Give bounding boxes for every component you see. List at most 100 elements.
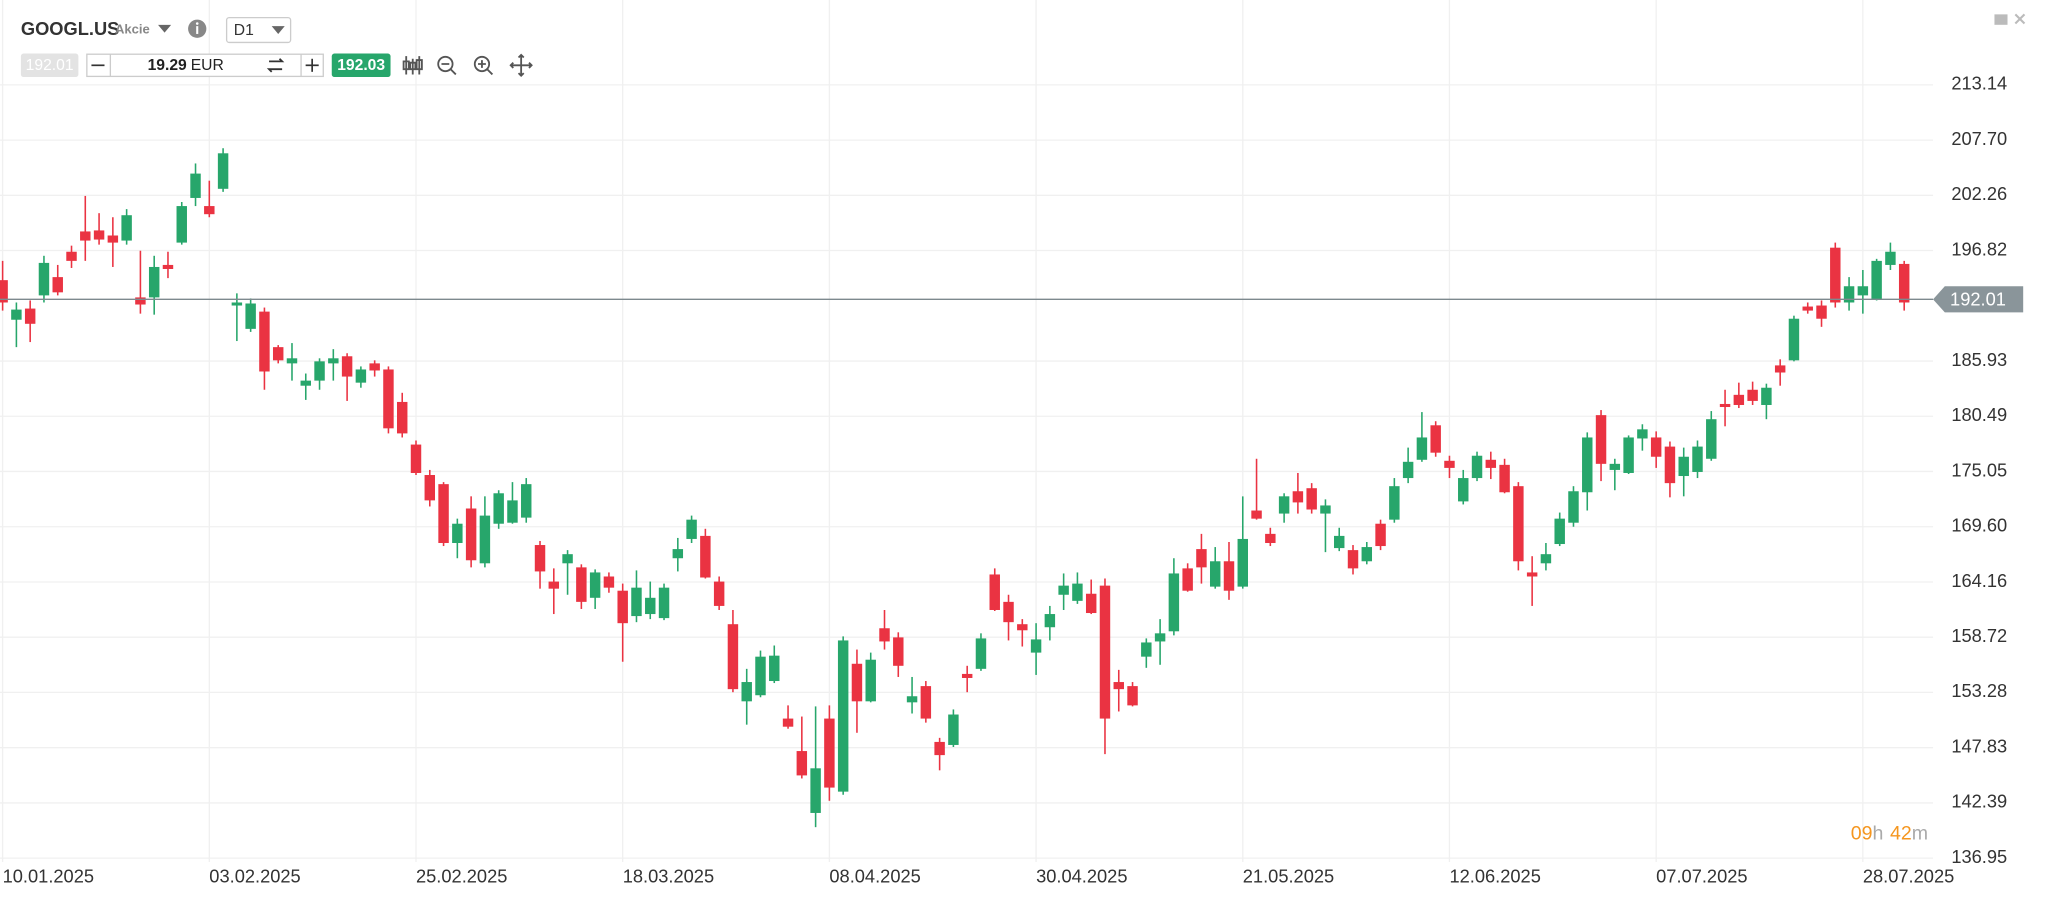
- move-icon[interactable]: [509, 53, 533, 78]
- y-tick-label: 169.60: [1951, 515, 2007, 536]
- candle-body: [603, 576, 615, 588]
- candle-body: [1609, 463, 1621, 470]
- y-tick-label: 196.82: [1951, 238, 2007, 259]
- candle-body: [893, 637, 904, 666]
- x-tick-label: 21.05.2025: [1243, 866, 1334, 887]
- candle-body: [314, 361, 325, 381]
- candle-body: [1430, 425, 1441, 453]
- candle-body: [176, 206, 187, 243]
- zoom-in-glyph: [478, 60, 494, 76]
- candle-body: [755, 656, 766, 696]
- candles: [0, 148, 1910, 828]
- candle-body: [1540, 554, 1552, 564]
- swap-icon[interactable]: [266, 58, 285, 73]
- candle-body: [1816, 305, 1827, 319]
- candle-body: [1692, 446, 1703, 472]
- candle-body: [1678, 456, 1689, 477]
- candle-body: [1637, 429, 1648, 439]
- candle-body: [121, 215, 132, 241]
- candle-body: [1306, 488, 1317, 510]
- candle-body: [1237, 538, 1248, 587]
- countdown-hours: 09: [1851, 823, 1873, 845]
- candle-body: [1003, 601, 1014, 623]
- candle-body: [1251, 510, 1262, 519]
- candle-body: [782, 718, 794, 727]
- candle-body: [645, 597, 656, 615]
- candle-body: [1085, 593, 1097, 614]
- candle-body: [837, 640, 849, 792]
- candle-body: [1568, 491, 1579, 523]
- candle-body: [1458, 478, 1469, 502]
- sell-button[interactable]: [20, 53, 79, 78]
- candle-body: [396, 401, 408, 434]
- x-tick-label: 12.06.2025: [1449, 866, 1540, 887]
- candle-body: [1513, 486, 1524, 562]
- candle-body: [727, 624, 739, 690]
- x-tick-label: 03.02.2025: [209, 866, 300, 887]
- candle-body: [507, 500, 518, 523]
- tool-icons: [402, 53, 533, 78]
- countdown-minutes-unit: m: [1912, 823, 1928, 845]
- zoom-in-icon[interactable]: [473, 55, 491, 73]
- volume: 19.29: [148, 57, 187, 74]
- chart-type-icon[interactable]: [402, 56, 423, 75]
- candle-body: [1526, 572, 1538, 577]
- close-icon[interactable]: [2014, 13, 2026, 25]
- candle-body: [1113, 682, 1124, 690]
- candle-body: [1182, 568, 1193, 591]
- x-tick-label: 07.07.2025: [1656, 866, 1747, 887]
- candle-body: [190, 173, 201, 198]
- candle-body: [948, 714, 959, 745]
- candle-body: [1361, 547, 1373, 562]
- interval-select[interactable]: [225, 16, 292, 44]
- candle-body: [1485, 459, 1497, 468]
- buy-button[interactable]: [331, 53, 391, 78]
- candle-body: [1774, 365, 1786, 373]
- y-tick-label: 207.70: [1951, 128, 2007, 149]
- candle-body: [1898, 263, 1910, 303]
- candle-body: [1099, 585, 1111, 719]
- candle-body: [1127, 686, 1138, 706]
- symbol-dropdown[interactable]: [158, 24, 172, 33]
- candle-body: [410, 444, 422, 473]
- candle-body: [934, 741, 945, 756]
- current-price-label: 192.01: [1950, 288, 2006, 309]
- candle-body: [107, 235, 119, 243]
- candle-body: [493, 493, 504, 524]
- y-tick-label: 213.14: [1951, 73, 2007, 94]
- candle-body: [713, 581, 725, 606]
- candle-body: [1761, 387, 1772, 405]
- x-tick-label: 28.07.2025: [1863, 866, 1954, 887]
- candle-body: [11, 309, 22, 320]
- y-tick-label: 164.16: [1951, 570, 2007, 591]
- candle-body: [1292, 491, 1304, 503]
- candle-body: [975, 638, 987, 669]
- candle-body: [1154, 633, 1166, 642]
- countdown: 09h 42m: [1851, 823, 1928, 845]
- buy-price: 192.03: [337, 57, 385, 74]
- candle-body: [1595, 415, 1607, 464]
- x-tick-label: 18.03.2025: [623, 866, 714, 887]
- y-tick-label: 153.28: [1951, 680, 2007, 701]
- candle-body: [1375, 523, 1386, 547]
- candle-body: [1788, 318, 1800, 361]
- y-tick-label: 175.05: [1951, 459, 2007, 480]
- y-tick-label: 202.26: [1951, 183, 2007, 204]
- symbol[interactable]: GOOGL.US: [21, 18, 119, 39]
- candle-body: [1168, 573, 1180, 632]
- candle-body: [879, 628, 890, 642]
- candle-body: [1499, 464, 1510, 493]
- candle-body: [1885, 251, 1896, 265]
- zoom-out-icon[interactable]: [437, 55, 454, 73]
- minimize-icon[interactable]: [1994, 14, 2008, 25]
- candle-body: [1416, 437, 1428, 460]
- volume-input[interactable]: [86, 53, 324, 78]
- candle-body: [162, 264, 174, 269]
- candle-body: [1706, 419, 1717, 459]
- candle-body: [1265, 533, 1276, 544]
- candle-body: [135, 297, 146, 305]
- candle-body: [300, 380, 311, 386]
- candle-body: [93, 230, 105, 240]
- grid: [0, 0, 1934, 863]
